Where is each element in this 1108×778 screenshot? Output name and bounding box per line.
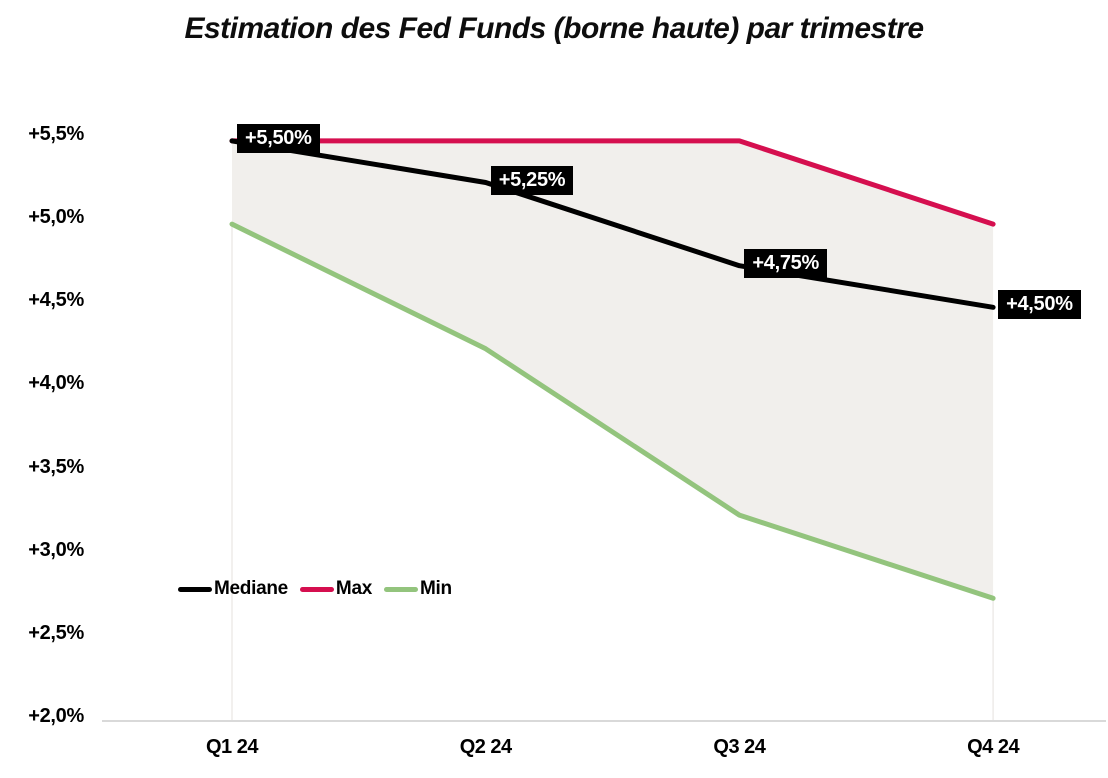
median-value-label: +5,50%: [237, 123, 320, 153]
y-axis-tick: +5,5%: [28, 122, 84, 145]
x-axis-tick: Q1 24: [206, 736, 258, 758]
y-axis-tick: +3,5%: [28, 455, 84, 478]
legend-swatch-icon: [178, 586, 212, 592]
legend-label: Mediane: [214, 578, 288, 599]
legend-swatch-icon: [299, 586, 334, 592]
legend-item-min: Min: [383, 578, 452, 600]
median-value-label: +4,50%: [998, 290, 1081, 320]
max-line: [229, 138, 996, 227]
legend: Mediane Max Min: [178, 578, 452, 600]
min-max-band: [232, 140, 994, 599]
y-axis-tick: +5,0%: [28, 206, 84, 229]
x-axis-tick: Q4 24: [967, 736, 1020, 758]
legend-swatch-icon: [383, 586, 418, 592]
median-value-label: +4,75%: [744, 248, 827, 278]
legend-item-mediane: Mediane: [178, 578, 288, 600]
y-axis-tick: +3,0%: [28, 538, 84, 561]
y-axis-tick: +4,0%: [28, 372, 84, 395]
y-axis-tick: +2,0%: [28, 705, 84, 727]
y-axis-tick: +2,5%: [28, 621, 84, 644]
mediane-line: [229, 138, 996, 310]
y-axis-tick: +4,5%: [28, 289, 84, 312]
median-value-label: +5,25%: [490, 165, 574, 195]
legend-item-max: Max: [299, 578, 372, 600]
legend-label: Max: [335, 578, 372, 599]
x-axis-tick: Q2 24: [459, 736, 512, 758]
x-axis-line: [102, 720, 1106, 722]
legend-label: Min: [419, 578, 452, 599]
x-axis-tick: Q3 24: [713, 736, 766, 758]
min-line: [229, 221, 996, 601]
chart-title: Estimation des Fed Funds (borne haute) p…: [184, 12, 924, 45]
